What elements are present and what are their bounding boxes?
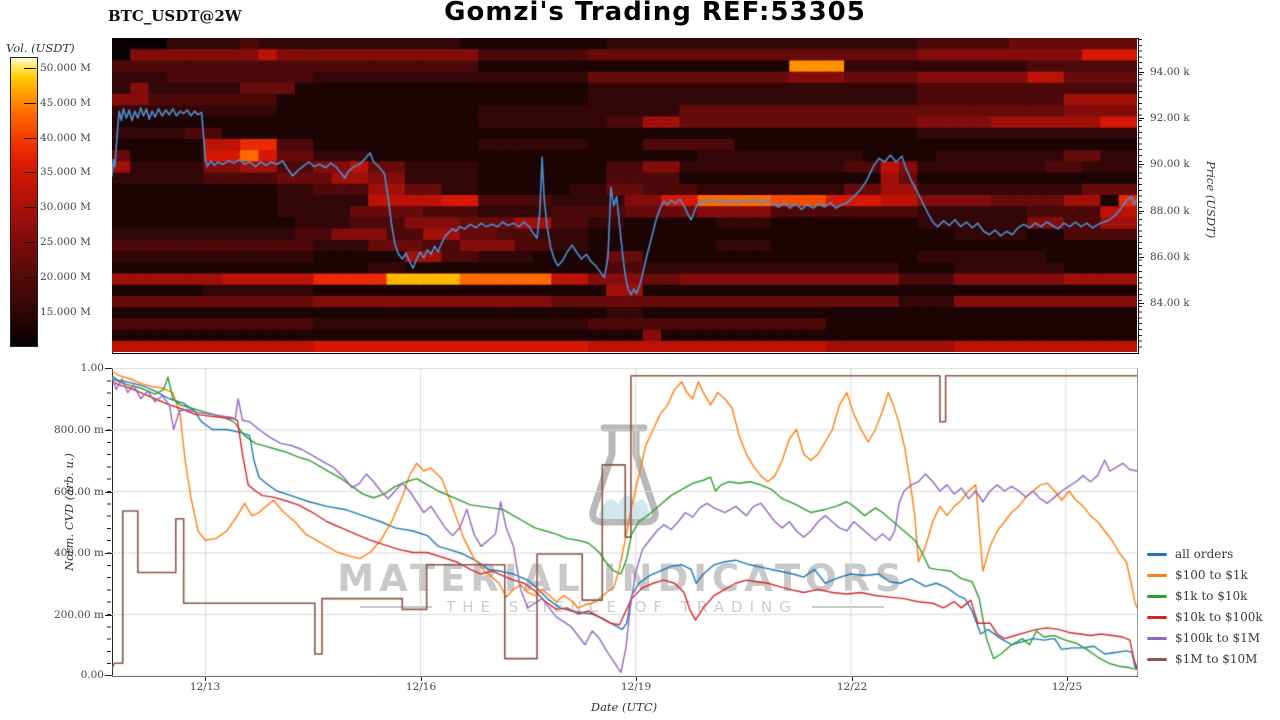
cvd-y-tick	[105, 430, 112, 431]
price-tick	[1138, 257, 1144, 258]
price-axis-minor-ticks	[1139, 39, 1142, 351]
colorbar-tick	[24, 207, 36, 208]
cvd-chart-canvas	[112, 363, 1137, 680]
cvd-x-axis-title: Date (UTC)	[590, 700, 658, 714]
price-tick-label: 92.00 k	[1150, 112, 1190, 124]
colorbar-tick	[24, 103, 36, 104]
cvd-x-tick-label: 12/13	[189, 681, 221, 693]
colorbar-tick	[24, 68, 36, 69]
colorbar-tick-label: 15.000 M	[40, 306, 91, 318]
colorbar-tick-label: 20.000 M	[40, 271, 91, 283]
colorbar-tick	[24, 277, 36, 278]
cvd-y-tick-label: 800.00 m	[53, 424, 104, 436]
instrument-label: BTC_USDT@2W	[108, 7, 242, 25]
cvd-x-tick-label: 12/22	[836, 681, 868, 693]
price-tick-label: 86.00 k	[1150, 251, 1190, 263]
legend-swatch	[1147, 615, 1167, 619]
price-tick-label: 90.00 k	[1150, 158, 1190, 170]
cvd-y-minor-ticks	[107, 368, 111, 676]
cvd-y-tick	[105, 553, 112, 554]
price-tick-label: 84.00 k	[1150, 297, 1190, 309]
price-tick	[1138, 303, 1144, 304]
legend-swatch	[1147, 552, 1167, 556]
legend-item-100k-1M: $100k to $1M	[1147, 630, 1263, 646]
colorbar-tick	[24, 138, 36, 139]
legend-swatch	[1147, 657, 1167, 661]
legend-item-1M-10M: $1M to $10M	[1147, 651, 1263, 667]
cvd-y-tick-label: 0.00	[80, 669, 104, 681]
price-tick	[1138, 164, 1144, 165]
colorbar-tick-label: 45.000 M	[40, 97, 91, 109]
page-title: Gomzi's Trading REF:53305	[444, 0, 866, 27]
colorbar-gradient	[10, 57, 38, 347]
cvd-y-tick-label: 1.00	[80, 362, 104, 374]
legend-label: $100 to $1k	[1175, 568, 1248, 582]
cvd-y-tick-label: 600.00 m	[53, 486, 104, 498]
cvd-y-tick	[105, 368, 112, 369]
legend-item-100-1k: $100 to $1k	[1147, 567, 1263, 583]
price-tick-label: 88.00 k	[1150, 205, 1190, 217]
legend-label: $100k to $1M	[1175, 631, 1261, 645]
cvd-y-tick-label: 400.00 m	[53, 547, 104, 559]
legend-label: $1k to $10k	[1175, 589, 1248, 603]
legend-item-all-orders: all orders	[1147, 546, 1263, 562]
legend-label: all orders	[1175, 547, 1234, 561]
legend-swatch	[1147, 636, 1167, 640]
colorbar-tick	[24, 242, 36, 243]
legend: all orders $100 to $1k $1k to $10k $10k …	[1147, 546, 1263, 667]
liquidity-heatmap-canvas	[112, 38, 1137, 352]
cvd-right-spine	[1137, 368, 1138, 676]
price-tick-label: 94.00 k	[1150, 66, 1190, 78]
cvd-x-tick-label: 12/19	[620, 681, 652, 693]
price-tick	[1138, 72, 1144, 73]
cvd-y-axis-title: Norm. CVD (arb. u.)	[62, 453, 76, 571]
colorbar-tick-label: 30.000 M	[40, 201, 91, 213]
price-axis-title: Price (USDT)	[1204, 161, 1218, 239]
colorbar-tick	[24, 312, 36, 313]
cvd-x-tick-label: 12/16	[405, 681, 437, 693]
legend-item-10k-100k: $10k to $100k	[1147, 609, 1263, 625]
legend-item-1k-10k: $1k to $10k	[1147, 588, 1263, 604]
legend-label: $10k to $100k	[1175, 610, 1263, 624]
colorbar-tick-label: 50.000 M	[40, 62, 91, 74]
legend-label: $1M to $10M	[1175, 652, 1258, 666]
cvd-y-tick	[105, 675, 112, 676]
cvd-x-tick-label: 12/25	[1051, 681, 1083, 693]
cvd-y-tick-label: 200.00 m	[53, 609, 104, 621]
legend-swatch	[1147, 594, 1167, 598]
cvd-y-tick	[105, 615, 112, 616]
price-tick	[1138, 211, 1144, 212]
colorbar-label: Vol. (USDT)	[6, 41, 75, 55]
colorbar-tick-label: 35.000 M	[40, 166, 91, 178]
colorbar-tick-label: 40.000 M	[40, 132, 91, 144]
cvd-y-tick	[105, 492, 112, 493]
colorbar-tick-label: 25.000 M	[40, 236, 91, 248]
legend-swatch	[1147, 573, 1167, 577]
colorbar-tick	[24, 172, 36, 173]
price-tick	[1138, 118, 1144, 119]
